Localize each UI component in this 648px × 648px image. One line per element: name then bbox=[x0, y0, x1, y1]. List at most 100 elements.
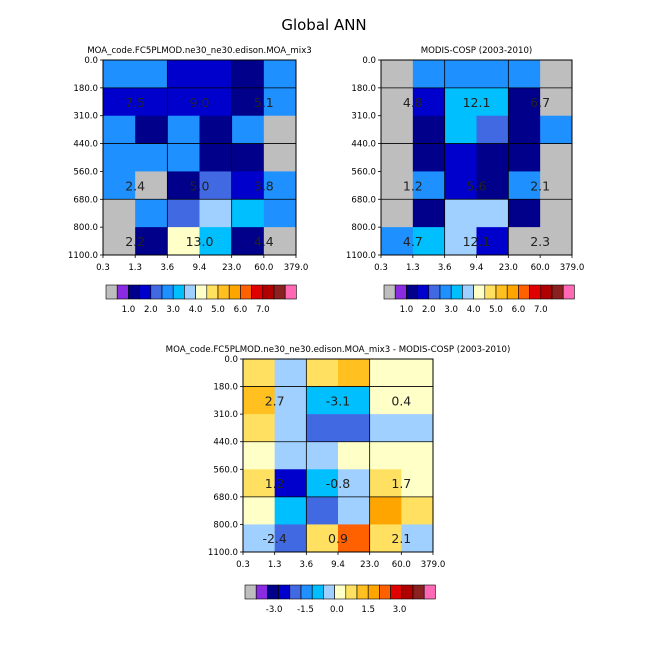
heatmap-cell bbox=[369, 441, 402, 470]
y-tick-label: 0.0 bbox=[84, 56, 98, 66]
colorbar-swatch bbox=[150, 284, 163, 300]
heatmap-cell bbox=[338, 496, 370, 525]
heatmap-cell bbox=[263, 143, 297, 172]
colorbar-swatch bbox=[240, 284, 252, 300]
heatmap-cell bbox=[199, 60, 232, 89]
heatmap-cell bbox=[412, 143, 445, 172]
heatmap-cell bbox=[508, 171, 541, 200]
y-tick-label: 800.0 bbox=[213, 520, 238, 530]
heatmap-cell bbox=[199, 171, 232, 200]
colorbar-swatch bbox=[273, 284, 286, 300]
y-tick-label: 680.0 bbox=[213, 493, 238, 503]
colorbar-swatch bbox=[217, 284, 230, 300]
cell-value-label: 6.7 bbox=[530, 95, 550, 110]
heatmap-cell bbox=[444, 87, 477, 117]
colorbar-swatch bbox=[244, 584, 257, 600]
x-tick-label: 23.0 bbox=[360, 560, 379, 570]
heatmap-cell bbox=[199, 115, 232, 144]
panel-title: MOA_code.FC5PLMOD.ne30_ne30.edison.MOA_m… bbox=[87, 46, 312, 56]
colorbar-swatch bbox=[284, 284, 297, 300]
heatmap-cell bbox=[274, 524, 307, 553]
x-tick-label: 3.6 bbox=[438, 263, 452, 273]
cell-value-label: -3.1 bbox=[326, 393, 350, 408]
y-tick-label: 560.0 bbox=[73, 167, 98, 177]
x-tick-label: 3.6 bbox=[160, 263, 174, 273]
heatmap-cell bbox=[306, 496, 339, 525]
colorbar-swatch bbox=[195, 284, 208, 300]
colorbar-swatch bbox=[439, 284, 452, 300]
heatmap-cell bbox=[508, 143, 541, 172]
heatmap-cell bbox=[243, 359, 275, 387]
heatmap-cell bbox=[274, 359, 307, 387]
cell-value-label: -2.4 bbox=[262, 531, 286, 546]
heatmap-cell bbox=[231, 227, 265, 256]
panel-title: MOA_code.FC5PLMOD.ne30_ne30.edison.MOA_m… bbox=[166, 345, 511, 355]
heatmap-cell bbox=[135, 60, 168, 89]
heatmap-cell bbox=[476, 115, 509, 144]
y-tick-label: 310.0 bbox=[213, 410, 238, 420]
heatmap-cell bbox=[476, 199, 509, 228]
heatmap-cell bbox=[167, 115, 200, 144]
panel-title: MODIS-COSP (2003-2010) bbox=[421, 46, 533, 56]
colorbar-swatch bbox=[300, 584, 313, 600]
colorbar-swatch bbox=[529, 284, 542, 300]
colorbar-swatch bbox=[161, 284, 174, 300]
heatmap-cell bbox=[381, 115, 414, 144]
colorbar-swatch bbox=[423, 584, 436, 600]
heatmap-cell bbox=[263, 115, 297, 144]
x-tick-label: 60.0 bbox=[392, 560, 411, 570]
x-tick-label: 0.3 bbox=[96, 263, 110, 273]
colorbar-swatch bbox=[484, 284, 497, 300]
heatmap-cell bbox=[135, 199, 168, 228]
x-tick-label: 9.4 bbox=[470, 263, 484, 273]
heatmap-cell bbox=[444, 115, 477, 144]
heatmap-cell bbox=[444, 199, 477, 228]
heatmap-cell bbox=[338, 469, 370, 498]
heatmap-cell bbox=[263, 87, 297, 117]
heatmap-cell bbox=[199, 199, 232, 228]
y-tick-label: 560.0 bbox=[213, 465, 238, 475]
heatmap-cell bbox=[369, 359, 402, 387]
heatmap-cell bbox=[103, 227, 136, 256]
colorbar-label: 3.0 bbox=[393, 605, 407, 615]
heatmap-cell bbox=[103, 87, 136, 117]
heatmap-cell bbox=[401, 524, 434, 553]
y-tick-label: 180.0 bbox=[73, 84, 98, 94]
cell-value-label: 7.5 bbox=[125, 95, 145, 110]
colorbar-swatch bbox=[172, 284, 185, 300]
cell-value-label: 2.3 bbox=[530, 234, 550, 249]
y-tick-label: 560.0 bbox=[351, 167, 376, 177]
cell-value-label: 2.4 bbox=[125, 178, 145, 193]
colorbar-label: 1.0 bbox=[400, 305, 414, 315]
x-tick-label: 1.3 bbox=[406, 263, 420, 273]
colorbar-label: 1.0 bbox=[122, 305, 136, 315]
heatmap-cell bbox=[274, 469, 307, 498]
colorbar-label: 6.0 bbox=[234, 305, 248, 315]
cell-value-label: 1.7 bbox=[391, 476, 411, 491]
colorbar-swatch bbox=[311, 584, 324, 600]
heatmap-cell bbox=[135, 115, 168, 144]
heatmap-cell bbox=[381, 227, 414, 256]
colorbar-swatch bbox=[356, 584, 369, 600]
heatmap-cell bbox=[381, 199, 414, 228]
colorbar-swatch bbox=[105, 284, 118, 300]
cell-value-label: 5.1 bbox=[254, 95, 274, 110]
colorbar-swatch bbox=[367, 584, 380, 600]
y-tick-label: 1100.0 bbox=[346, 251, 376, 261]
heatmap-cell bbox=[243, 524, 275, 553]
y-tick-label: 680.0 bbox=[351, 195, 376, 205]
y-tick-label: 800.0 bbox=[351, 223, 376, 233]
colorbar-swatch bbox=[323, 584, 335, 600]
x-tick-label: 0.3 bbox=[236, 560, 250, 570]
colorbar-swatch bbox=[406, 284, 418, 300]
heatmap-cell bbox=[476, 60, 509, 89]
x-tick-label: 379.0 bbox=[560, 263, 585, 273]
colorbar-swatch bbox=[417, 284, 430, 300]
heatmap-cell bbox=[540, 115, 573, 144]
colorbar-label: 5.0 bbox=[211, 305, 225, 315]
colorbar-swatch bbox=[228, 284, 241, 300]
cell-value-label: 2.7 bbox=[265, 393, 285, 408]
heatmap-cell bbox=[338, 414, 370, 443]
cell-value-label: 3.8 bbox=[254, 178, 274, 193]
